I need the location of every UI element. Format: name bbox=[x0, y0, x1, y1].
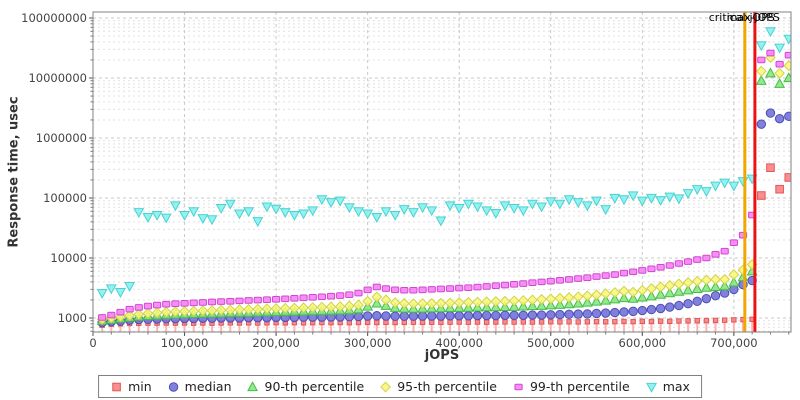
legend-item-median: median bbox=[167, 379, 232, 394]
legend-marker-p99-icon bbox=[514, 383, 523, 390]
y-axis-title: Response time, usec bbox=[6, 96, 22, 248]
legend-marker-median-icon bbox=[168, 381, 178, 392]
series-max bbox=[96, 27, 791, 299]
legend-item-p95: 95-th percentile bbox=[379, 379, 497, 394]
x-tick-label: 200,000 bbox=[252, 336, 300, 350]
series-min bbox=[99, 163, 791, 332]
legend-marker-p90-icon bbox=[247, 380, 259, 391]
series-95-th-percentile bbox=[96, 51, 791, 325]
x-tick-label: 0 bbox=[89, 336, 96, 350]
x-tick-label: 300,000 bbox=[344, 336, 392, 350]
y-tick-label: 100000 bbox=[43, 191, 87, 205]
y-tick-label: 1000 bbox=[58, 311, 87, 325]
legend-label-median: median bbox=[184, 379, 232, 394]
critical-jops-label: critical-jOPS bbox=[709, 11, 775, 24]
legend-label-max: max bbox=[662, 379, 690, 394]
legend: min median 90-th percentile 95-th percentil… bbox=[98, 375, 702, 398]
legend-item-max: max bbox=[645, 379, 690, 394]
legend-marker-p95-icon bbox=[380, 380, 392, 393]
legend-item-p99: 99-th percentile bbox=[512, 379, 630, 394]
plot-border bbox=[92, 11, 792, 333]
x-tick-label: 700,000 bbox=[710, 336, 758, 350]
axis-ticks: 1000 10000 100000 1000000 10000000 100000000 0… bbox=[21, 11, 790, 350]
legend-item-p90: 90-th percentile bbox=[247, 379, 365, 394]
legend-label-p99: 99-th percentile bbox=[529, 379, 630, 394]
legend-label-p95: 95-th percentile bbox=[397, 379, 497, 394]
y-tick-label: 10000000 bbox=[28, 71, 87, 85]
y-tick-label: 100000000 bbox=[21, 11, 87, 25]
x-axis-title: jOPS bbox=[424, 348, 460, 363]
series-99-th-percentile bbox=[98, 49, 791, 321]
x-tick-label: 500,000 bbox=[527, 336, 575, 350]
max-jops-label: max-jOPS bbox=[727, 11, 780, 24]
x-tick-label: 400,000 bbox=[435, 336, 483, 350]
x-tick-label: 100,000 bbox=[161, 336, 209, 350]
x-tick-label: 600,000 bbox=[619, 336, 667, 350]
legend-marker-max-icon bbox=[645, 382, 657, 393]
plot-area bbox=[93, 12, 791, 332]
y-tick-label: 10000 bbox=[50, 251, 87, 265]
legend-label-p90: 90-th percentile bbox=[264, 379, 365, 394]
legend-item-min: min bbox=[110, 379, 152, 394]
legend-marker-min-icon bbox=[112, 382, 121, 391]
legend-label-min: min bbox=[128, 379, 152, 394]
y-tick-label: 1000000 bbox=[36, 131, 87, 145]
